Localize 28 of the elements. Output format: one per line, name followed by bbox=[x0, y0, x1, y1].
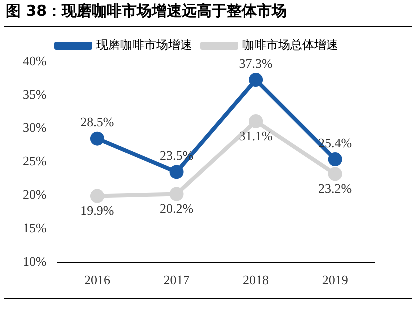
y-tick-label: 40% bbox=[22, 53, 47, 68]
data-label: 20.2% bbox=[160, 201, 194, 216]
point bbox=[90, 132, 104, 146]
data-label: 37.3% bbox=[239, 56, 274, 71]
point bbox=[249, 73, 264, 88]
x-tick-label: 2016 bbox=[84, 272, 111, 288]
y-tick-label: 10% bbox=[22, 254, 47, 269]
y-tick-label: 30% bbox=[22, 120, 47, 136]
x-tick-label: 2017 bbox=[164, 272, 190, 288]
point bbox=[249, 114, 264, 128]
y-tick-label: 20% bbox=[22, 187, 47, 202]
data-label: 28.5% bbox=[80, 114, 114, 130]
y-tick-label: 25% bbox=[22, 154, 47, 169]
y-tick-label: 35% bbox=[22, 86, 47, 102]
point bbox=[170, 165, 184, 180]
data-label: 31.1% bbox=[239, 128, 274, 144]
y-tick-label: 15% bbox=[22, 220, 47, 236]
chart-title: 图 38：现磨咖啡市场增速远高于整体市场 bbox=[6, 2, 288, 21]
point bbox=[328, 152, 342, 167]
legend-label: 现磨咖啡市场增速 bbox=[96, 38, 192, 52]
data-label: 23.2% bbox=[318, 181, 352, 196]
point bbox=[170, 187, 184, 202]
data-label: 19.9% bbox=[80, 203, 114, 218]
point bbox=[328, 167, 342, 182]
x-tick-label: 2019 bbox=[322, 272, 348, 288]
point bbox=[90, 189, 104, 204]
legend-label: 咖啡市场总体增速 bbox=[242, 38, 338, 52]
x-tick-label: 2018 bbox=[243, 272, 270, 288]
